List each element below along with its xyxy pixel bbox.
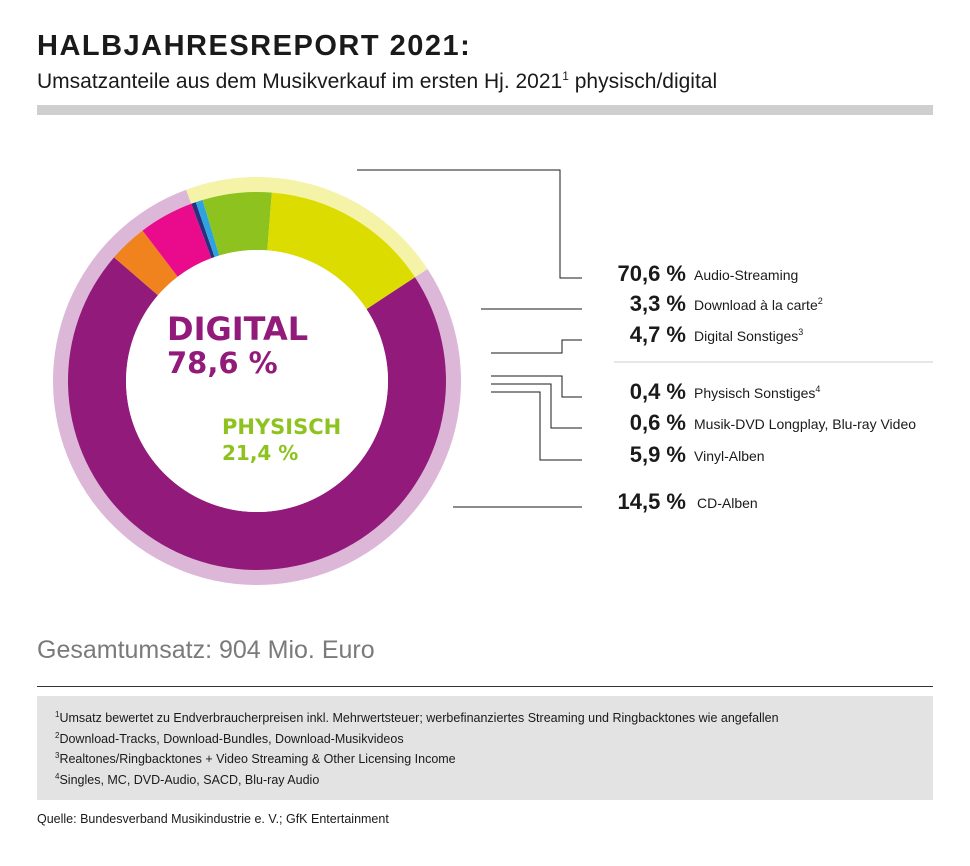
subtitle-tail: physisch/digital [568,70,718,93]
subtitle-footnote-mark: 1 [562,69,569,83]
physical-label: PHYSISCH [222,415,341,439]
footnote-1: 1Umsatz bewertet zu Endverbraucherpreise… [55,708,933,729]
leader-line-3 [491,375,582,398]
slice-value-label: 5,9 % [630,442,686,467]
footnote-4-mark: 4 [55,771,60,781]
digital-value: 78,6 % [167,346,278,380]
footnote-divider [37,686,933,687]
total-revenue: Gesamtumsatz: 904 Mio. Euro [37,636,375,664]
slice-ring [68,192,446,570]
slice-4 [195,200,220,258]
leader-lines [357,169,582,508]
slice-value-label: 0,6 % [630,410,686,435]
leader-line-5 [491,391,582,461]
slice-value-label: 70,6 % [618,261,687,286]
slice-category-label: Musik-DVD Longplay, Blu-ray Video [694,416,916,432]
report-title: HALBJAHRESREPORT 2021: [37,30,472,62]
slice-5 [202,192,272,256]
leader-line-4 [491,383,582,429]
donut-chart: DIGITAL 78,6 % PHYSISCH 21,4 % 70,6 % Aud… [52,169,933,585]
footnote-2-mark: 2 [55,730,60,740]
slice-value-label: 0,4 % [630,379,686,404]
leader-line-0 [357,169,582,279]
footnote-1-text: Umsatz bewertet zu Endverbraucherpreisen… [59,711,779,725]
slice-category-label: Digital Sonstiges3 [694,327,803,344]
slice-category-label: Vinyl-Alben [694,448,765,464]
slice-2 [142,203,212,277]
slice-6 [267,192,415,310]
legend-labels: 70,6 % Audio-Streaming 3,3 % Download à la … [618,261,917,514]
group-ring [52,176,461,585]
footnote-1-mark: 1 [55,709,60,719]
slice-0 [68,257,446,570]
slice-value-label: 14,5 % [618,489,687,514]
slice-value-label: 4,7 % [630,322,686,347]
physical-value: 21,4 % [222,441,298,465]
slice-category-label: Audio-Streaming [694,267,798,283]
slice-category-label: CD-Alben [697,495,758,511]
slice-value-label: 3,3 % [630,291,686,316]
subtitle-main: Umsatzanteile aus dem Musikverkauf im er… [37,70,563,93]
digital-label: DIGITAL [167,310,308,348]
slice-category-label: Physisch Sonstiges4 [694,384,820,401]
footnote-4: 4Singles, MC, DVD-Audio, SACD, Blu-ray A… [55,770,933,791]
slice-3 [191,202,215,259]
slice-category-label: Download à la carte2 [694,296,823,313]
header-divider [37,105,933,115]
donut-hole [126,250,388,512]
footnote-3-text: Realtones/Ringbacktones + Video Streamin… [59,752,456,766]
source-note: Quelle: Bundesverband Musikindustrie e. … [37,812,389,826]
leader-line-2 [491,339,582,354]
report-subtitle: Umsatzanteile aus dem Musikverkauf im er… [37,70,717,94]
footnote-4-text: Singles, MC, DVD-Audio, SACD, Blu-ray Au… [59,772,320,787]
slice-1 [114,230,178,296]
footnotes-box: 1Umsatz bewertet zu Endverbraucherpreise… [37,696,933,800]
group-arc-physisch [186,176,428,278]
footnote-2: 2Download-Tracks, Download-Bundles, Down… [55,729,933,750]
footnote-2-text: Download-Tracks, Download-Bundles, Downl… [59,731,404,746]
footnote-3: 3Realtones/Ringbacktones + Video Streami… [55,749,933,770]
footnote-3-mark: 3 [55,750,60,760]
